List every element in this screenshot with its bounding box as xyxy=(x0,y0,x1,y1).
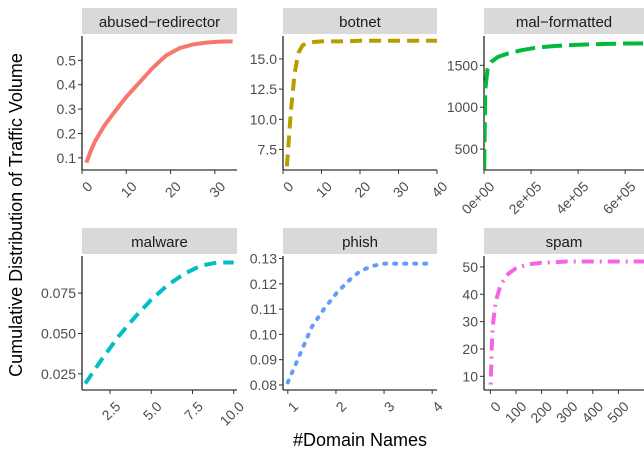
y-tick-label: 30 xyxy=(462,314,478,330)
y-tick-label: 12.5 xyxy=(250,81,277,97)
y-tick-label: 10 xyxy=(462,368,478,384)
y-tick-label: 1000 xyxy=(447,99,478,115)
y-tick-label: 0.025 xyxy=(41,366,76,382)
panel-title: mal−formatted xyxy=(516,14,612,31)
y-tick-label: 0.4 xyxy=(57,77,77,93)
y-tick-label: 0.2 xyxy=(57,125,77,141)
series-line xyxy=(285,261,435,385)
panel-title: phish xyxy=(342,234,378,251)
y-tick-label: 500 xyxy=(455,141,479,157)
y-tick-label: 0.11 xyxy=(251,301,277,317)
panel-title: spam xyxy=(546,234,583,251)
y-tick-label: 0.09 xyxy=(250,352,277,368)
y-tick-label: 20 xyxy=(462,341,478,357)
y-tick-label: 0.10 xyxy=(250,326,277,342)
y-tick-label: 0.12 xyxy=(250,276,277,292)
panel-strip xyxy=(283,228,437,254)
y-tick-label: 0.050 xyxy=(41,325,76,341)
y-tick-label: 1500 xyxy=(447,57,478,73)
y-tick-label: 50 xyxy=(462,259,478,275)
series-line xyxy=(84,39,233,164)
y-tick-label: 0.075 xyxy=(41,285,76,301)
panel-title: abused−redirector xyxy=(99,14,220,31)
panel-strip xyxy=(82,8,237,34)
y-tick-label: 0.08 xyxy=(250,377,277,393)
y-tick-label: 0.3 xyxy=(57,101,77,117)
panel-strip xyxy=(484,8,644,34)
y-tick-label: 7.5 xyxy=(258,141,278,157)
series-line xyxy=(83,260,234,385)
y-tick-label: 0.1 xyxy=(57,150,77,166)
y-tick-label: 0.13 xyxy=(250,251,277,267)
y-tick-label: 10.0 xyxy=(250,111,277,127)
series-line xyxy=(488,259,644,385)
y-tick-label: 0.5 xyxy=(57,52,77,68)
y-axis-title: Cumulative Distribution of Traffic Volum… xyxy=(6,53,26,377)
panel-title: malware xyxy=(131,234,188,251)
series-line xyxy=(484,41,644,170)
panel-strip xyxy=(484,228,644,254)
y-tick-label: 15.0 xyxy=(250,51,277,67)
panel-title: botnet xyxy=(339,14,382,31)
panel-strip xyxy=(82,228,237,254)
y-tick-label: 40 xyxy=(462,286,478,302)
panel-strip xyxy=(283,8,437,34)
x-axis-title: #Domain Names xyxy=(293,430,427,450)
series-line xyxy=(284,38,437,167)
